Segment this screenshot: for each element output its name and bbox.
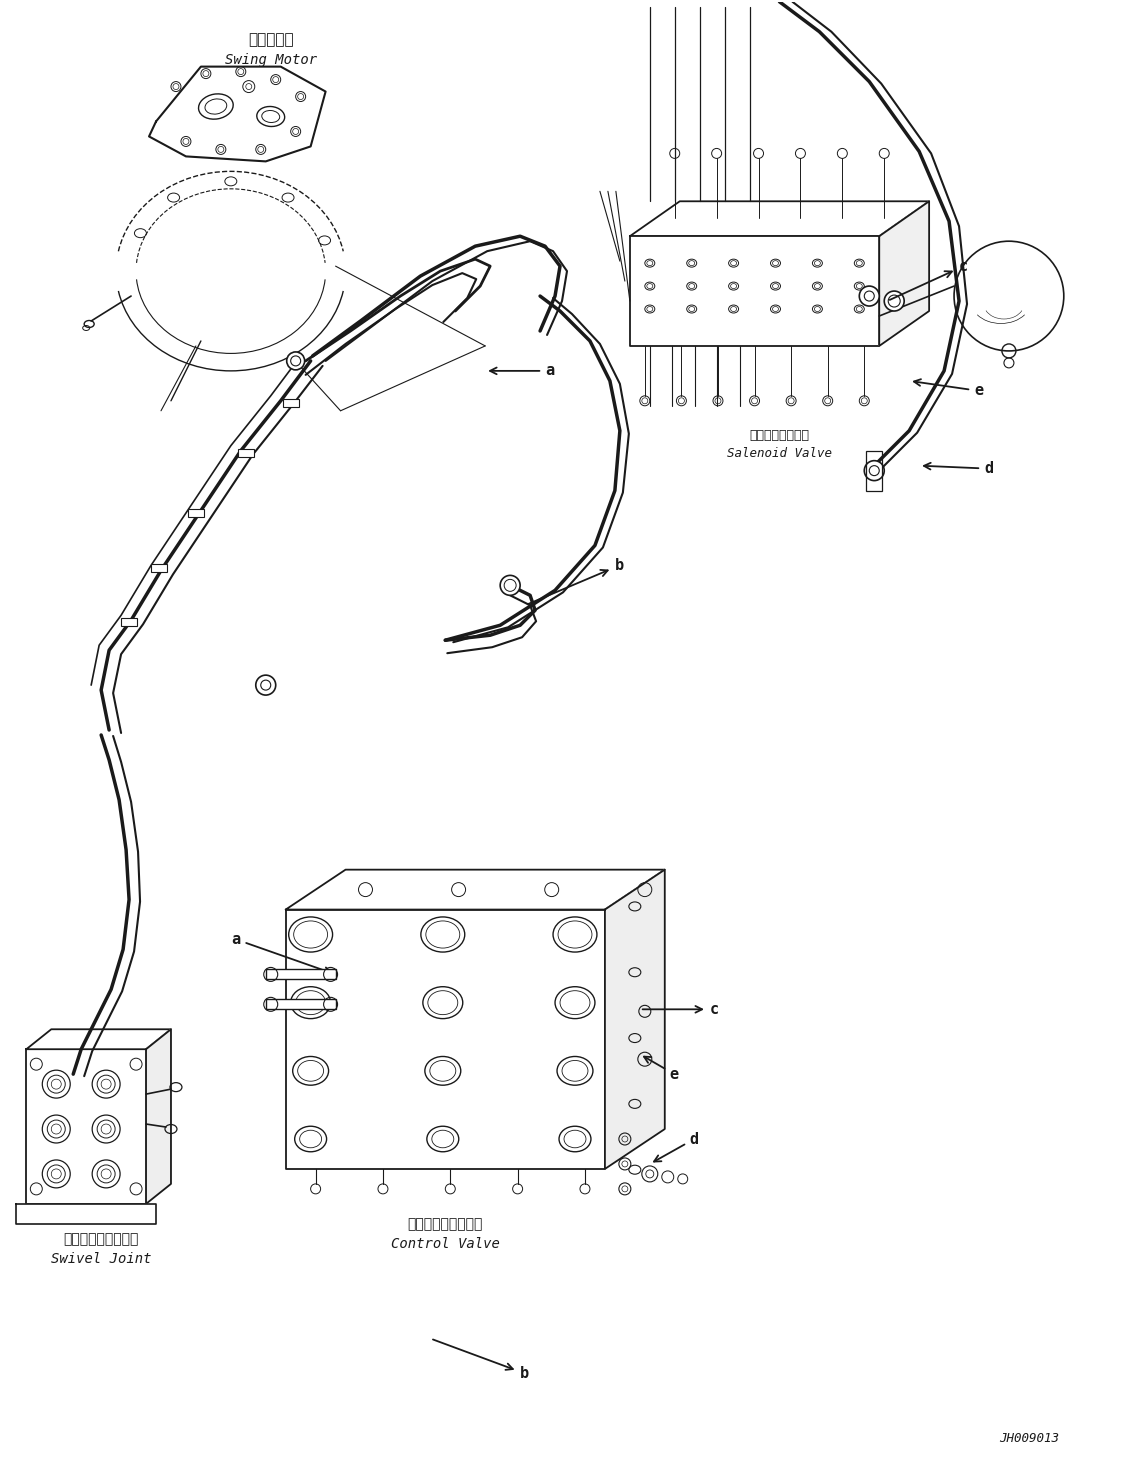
Text: コントロールバルブ: コントロールバルブ: [407, 1217, 483, 1231]
Bar: [266, 969, 335, 979]
Polygon shape: [149, 67, 325, 162]
Circle shape: [256, 676, 276, 694]
Text: JH009013: JH009013: [998, 1431, 1059, 1444]
Circle shape: [286, 352, 305, 371]
Text: d: d: [924, 461, 993, 476]
Circle shape: [864, 461, 884, 480]
Text: e: e: [914, 379, 984, 398]
Polygon shape: [880, 201, 929, 346]
Polygon shape: [146, 1029, 171, 1204]
Text: Salenoid Valve: Salenoid Valve: [727, 446, 832, 460]
Polygon shape: [16, 1204, 156, 1224]
Text: e: e: [644, 1056, 679, 1081]
Circle shape: [884, 290, 904, 311]
Text: d: d: [654, 1132, 698, 1161]
Text: c: c: [890, 258, 969, 301]
Text: Swivel Joint: Swivel Joint: [51, 1252, 152, 1266]
Polygon shape: [630, 236, 880, 346]
Bar: [188, 509, 204, 516]
Bar: [266, 999, 335, 1010]
Circle shape: [859, 286, 880, 306]
Circle shape: [500, 575, 520, 595]
Bar: [121, 619, 137, 626]
Text: Swing Motor: Swing Motor: [225, 53, 317, 67]
Polygon shape: [285, 870, 665, 909]
Bar: [866, 451, 882, 490]
Text: a: a: [489, 363, 555, 378]
Text: 旋回モータ: 旋回モータ: [248, 32, 293, 47]
Text: b: b: [432, 1339, 529, 1380]
Bar: [151, 565, 167, 572]
Text: Control Valve: Control Valve: [391, 1237, 500, 1250]
Text: c: c: [642, 1002, 719, 1017]
Polygon shape: [630, 201, 929, 236]
Text: スイベルジョイント: スイベルジョイント: [64, 1231, 139, 1246]
Polygon shape: [285, 909, 605, 1169]
Text: a: a: [232, 932, 331, 973]
Bar: [283, 398, 299, 407]
Text: ソレノイドバルブ: ソレノイドバルブ: [750, 429, 809, 442]
Polygon shape: [26, 1049, 146, 1204]
Polygon shape: [26, 1029, 171, 1049]
Bar: [237, 449, 253, 457]
Polygon shape: [605, 870, 665, 1169]
Text: b: b: [527, 557, 624, 604]
